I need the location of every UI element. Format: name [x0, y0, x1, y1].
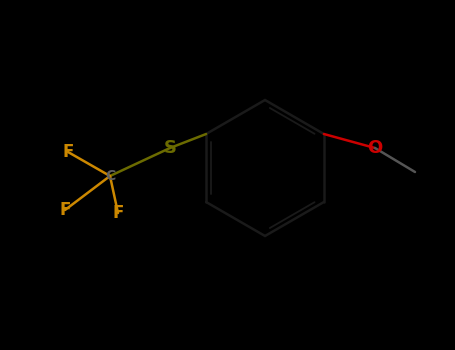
- Text: F: F: [62, 143, 74, 161]
- Text: F: F: [112, 204, 124, 222]
- Text: S: S: [163, 139, 177, 157]
- Text: C: C: [105, 169, 115, 183]
- Text: O: O: [367, 139, 383, 157]
- Text: F: F: [59, 201, 71, 219]
